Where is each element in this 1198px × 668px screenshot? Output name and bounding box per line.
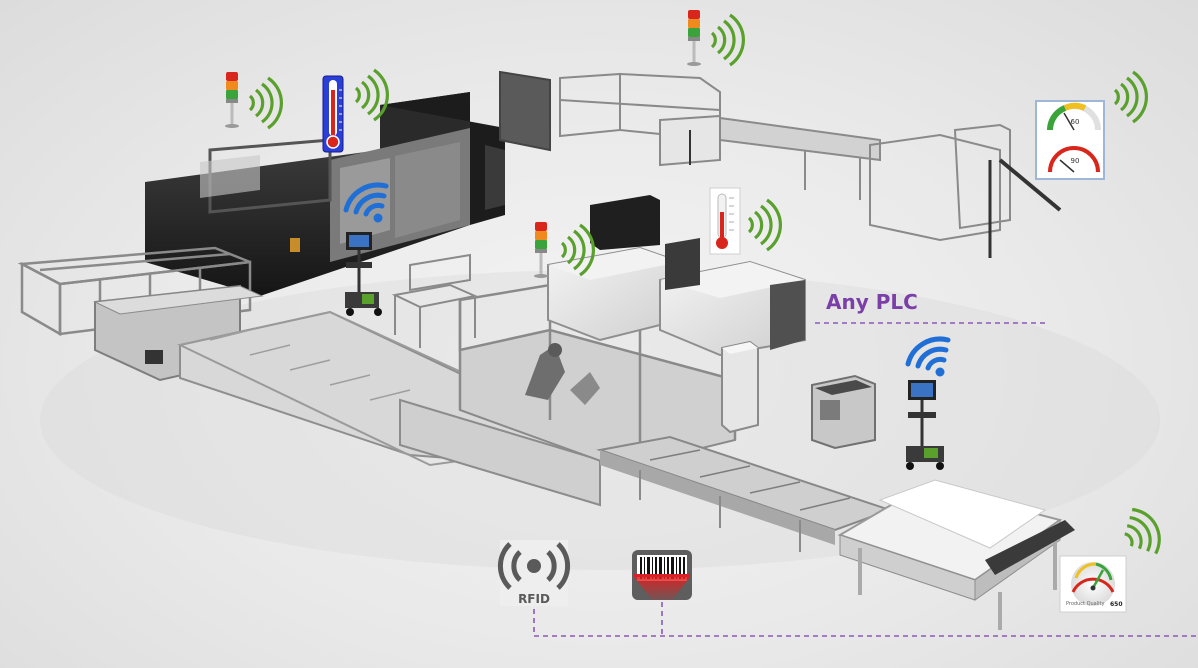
sewing-unit	[811, 374, 876, 450]
back-line-frames	[499, 70, 1062, 258]
enclosure-machine-left	[145, 92, 505, 296]
rfid-label: RFID	[518, 592, 550, 606]
terminal-cart-left	[345, 232, 382, 316]
signal-tower-icon	[534, 222, 548, 278]
frame-station-left	[17, 246, 252, 337]
signal-tower-icon	[225, 72, 239, 128]
gauge-top-value: 60	[1070, 118, 1080, 126]
thermometer-icon	[322, 75, 344, 153]
gauge-caption: Product Quality	[1066, 601, 1105, 607]
plc-label: Any PLC	[826, 290, 918, 314]
gauge-panel-bottom	[1059, 555, 1127, 613]
conveyor-main	[176, 310, 614, 507]
network-lines	[533, 322, 1198, 637]
signal-waves-icon	[354, 68, 390, 122]
signal-waves-icon	[1113, 70, 1149, 124]
terminal-cart-right	[906, 380, 944, 470]
conveyor-lower	[596, 435, 894, 552]
booth-units	[547, 195, 806, 357]
control-cabinet	[721, 340, 759, 434]
signal-waves-icon	[710, 13, 746, 67]
gauge-panel-top	[1035, 100, 1105, 180]
gauge-bottom-value: 90	[1070, 157, 1080, 165]
thermometer-icon	[709, 187, 741, 255]
gauge-value: 650	[1110, 601, 1123, 608]
rfid-icon	[497, 540, 571, 606]
signal-tower-icon	[687, 10, 701, 66]
signal-waves-icon	[248, 76, 284, 130]
signal-waves-icon	[1114, 501, 1170, 564]
workbench	[391, 253, 479, 348]
output-table	[837, 479, 1075, 630]
signal-waves-icon	[747, 198, 783, 252]
barcode-scanner-icon	[632, 550, 692, 600]
